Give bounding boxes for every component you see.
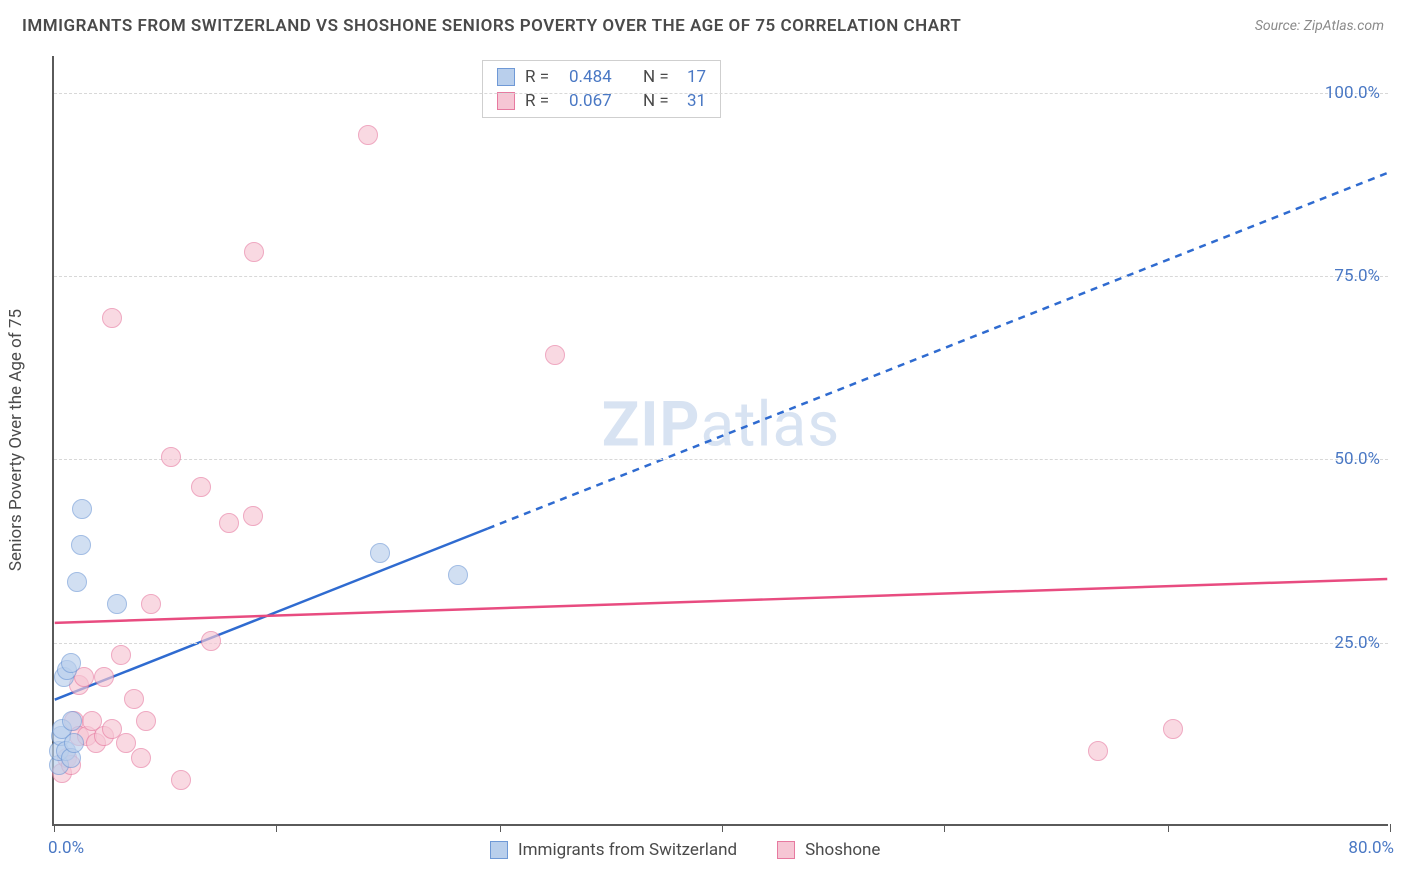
legend-swatch	[497, 68, 515, 86]
data-point	[102, 308, 122, 328]
x-tick	[722, 824, 723, 832]
data-point	[131, 748, 151, 768]
data-point	[62, 711, 82, 731]
legend-r-value: 0.484	[569, 67, 633, 87]
chart-title: IMMIGRANTS FROM SWITZERLAND VS SHOSHONE …	[22, 16, 961, 36]
legend-item: Shoshone	[777, 840, 880, 860]
data-point	[448, 565, 468, 585]
legend-r-label: R =	[525, 91, 559, 111]
trend-line-solid	[55, 529, 488, 700]
legend-swatch	[777, 841, 795, 859]
legend-n-label: N =	[643, 91, 677, 111]
data-point	[64, 733, 84, 753]
legend-n-value: 31	[687, 91, 706, 111]
legend-r-value: 0.067	[569, 91, 633, 111]
y-tick-label: 25.0%	[1334, 633, 1380, 653]
trend-line-solid	[55, 579, 1388, 623]
scatter-plot: Seniors Poverty Over the Age of 75 ZIPat…	[52, 56, 1388, 826]
legend-swatch	[490, 841, 508, 859]
data-point	[124, 689, 144, 709]
data-point	[72, 499, 92, 519]
x-tick	[54, 824, 55, 832]
data-point	[219, 513, 239, 533]
data-point	[141, 594, 161, 614]
y-axis-title: Seniors Poverty Over the Age of 75	[6, 309, 26, 571]
y-tick-label: 100.0%	[1325, 83, 1380, 103]
legend-n-label: N =	[643, 67, 677, 87]
data-point	[545, 345, 565, 365]
data-point	[1163, 719, 1183, 739]
watermark: ZIPatlas	[602, 388, 841, 461]
legend-swatch	[497, 92, 515, 110]
data-point	[161, 447, 181, 467]
data-point	[94, 667, 114, 687]
legend-series-name: Shoshone	[805, 840, 880, 860]
gridline	[54, 459, 1388, 460]
data-point	[201, 631, 221, 651]
data-point	[61, 653, 81, 673]
x-tick	[1168, 824, 1169, 832]
legend-r-label: R =	[525, 67, 559, 87]
data-point	[67, 572, 87, 592]
source-attribution: Source: ZipAtlas.com	[1255, 18, 1384, 34]
gridline	[54, 276, 1388, 277]
legend-series-name: Immigrants from Switzerland	[518, 840, 737, 860]
legend-row: R = 0.484 N = 17	[497, 65, 706, 89]
y-tick-label: 50.0%	[1334, 449, 1380, 469]
x-tick	[944, 824, 945, 832]
data-point	[244, 242, 264, 262]
legend-item: Immigrants from Switzerland	[490, 840, 737, 860]
x-axis-min-label: 0.0%	[48, 838, 84, 858]
x-tick	[276, 824, 277, 832]
x-axis-max-label: 80.0%	[1348, 838, 1394, 858]
data-point	[243, 506, 263, 526]
data-point	[370, 543, 390, 563]
gridline	[54, 93, 1388, 94]
x-tick	[500, 824, 501, 832]
data-point	[358, 125, 378, 145]
data-point	[111, 645, 131, 665]
data-point	[1088, 741, 1108, 761]
x-tick	[1390, 824, 1391, 832]
data-point	[191, 477, 211, 497]
gridline	[54, 643, 1388, 644]
correlation-legend: R = 0.484 N = 17 R = 0.067 N = 31	[482, 60, 721, 118]
data-point	[136, 711, 156, 731]
legend-n-value: 17	[687, 67, 706, 87]
data-point	[71, 535, 91, 555]
data-point	[171, 770, 191, 790]
series-legend: Immigrants from Switzerland Shoshone	[490, 840, 880, 860]
trend-line-dashed	[488, 173, 1387, 528]
y-tick-label: 75.0%	[1334, 266, 1380, 286]
data-point	[107, 594, 127, 614]
